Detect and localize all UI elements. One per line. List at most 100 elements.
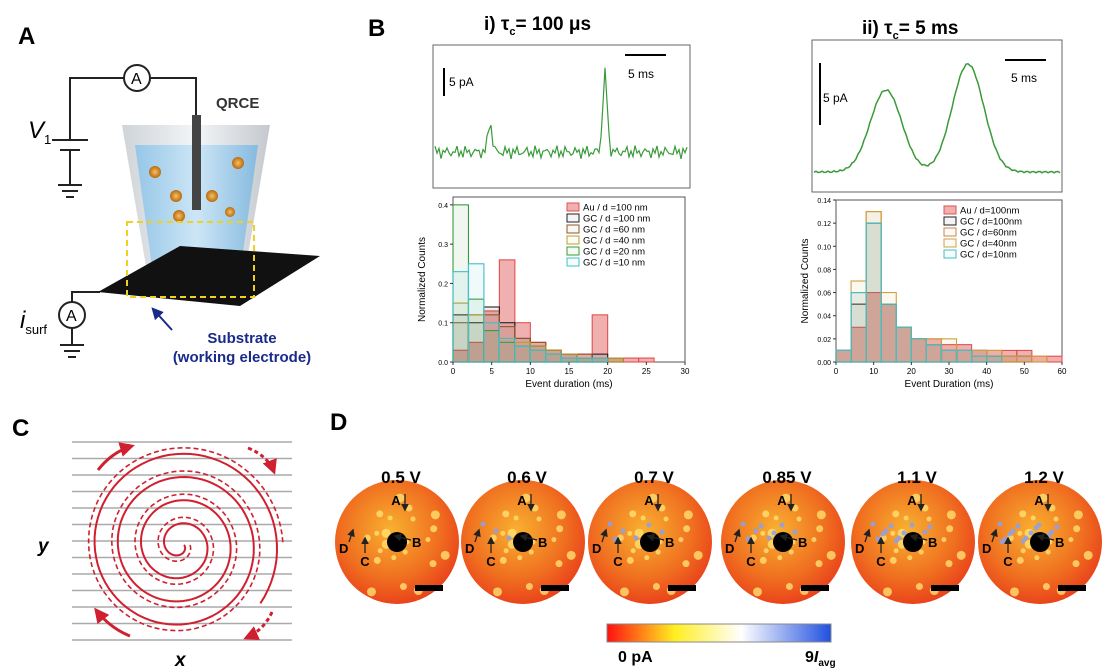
histogram-bar (483, 322, 500, 363)
marker-label: A (517, 493, 527, 508)
map-spot (1045, 549, 1051, 555)
map-spot (555, 560, 563, 568)
map-spot (1020, 548, 1026, 554)
map-spot (956, 550, 966, 560)
scale-bar (801, 585, 829, 591)
histogram-bar (986, 355, 1003, 363)
x-tick-label: 30 (945, 367, 954, 376)
map-spot (1020, 538, 1026, 544)
axis-label: y (37, 536, 50, 557)
map-spot (556, 525, 564, 533)
map-spot (759, 556, 767, 564)
y-tick-label: 0.2 (438, 281, 448, 288)
marker-label: C (486, 554, 496, 569)
map-spot (893, 548, 899, 554)
voltage-label: 0.7 V (634, 468, 674, 487)
map-spot (506, 535, 512, 541)
y-tick-label: 0.1 (438, 321, 448, 328)
map-spot (893, 538, 899, 544)
marker-label: C (746, 554, 756, 569)
histogram-bar (452, 271, 470, 363)
x-tick-label: 20 (603, 367, 612, 376)
plot-frame (835, 199, 1063, 363)
map-spot (816, 510, 826, 520)
spiral-path-dashed (87, 446, 284, 632)
legend-swatch (943, 205, 957, 215)
map-spot (517, 555, 523, 561)
map-spot (762, 510, 770, 518)
legend-swatch (943, 249, 957, 259)
map-center (513, 532, 533, 552)
histogram-bar (955, 349, 973, 363)
legend-label: GC / d=60nm (960, 228, 1017, 239)
histogram-bar (1016, 355, 1033, 363)
map-spot (513, 515, 519, 521)
map-spot (890, 530, 896, 536)
x-tick-label: 5 (489, 367, 494, 376)
map-spot (405, 504, 413, 512)
scale-bar (541, 585, 569, 591)
map-spot (634, 528, 644, 538)
marker-label: C (1003, 554, 1013, 569)
map-spot (791, 504, 799, 512)
map-spot (528, 549, 534, 555)
marker-label: D (855, 541, 864, 556)
voltage-label: V1 (28, 117, 51, 147)
map-spot (901, 530, 907, 536)
histogram-bar (560, 357, 578, 363)
map-spot (387, 515, 393, 521)
map-spot (946, 510, 956, 520)
map-spot (366, 587, 376, 597)
map-spot (758, 523, 764, 529)
map-spot (381, 528, 391, 538)
title-sub: c (893, 30, 899, 42)
map-spot (1042, 583, 1050, 591)
map-spot (440, 550, 450, 560)
map-spot (1073, 525, 1081, 533)
histogram-bar (622, 357, 640, 363)
map-spot (997, 521, 1003, 527)
map-spot (658, 504, 666, 512)
y-tick-label: 0.4 (438, 203, 448, 210)
map-spot (1068, 537, 1074, 543)
marker-label: B (798, 535, 807, 550)
map-spot (619, 587, 629, 597)
map-center (773, 532, 793, 552)
direction-arrow (96, 442, 135, 471)
marker-arrow (779, 533, 798, 542)
marker-label: B (412, 535, 421, 550)
histogram-bar (1031, 355, 1048, 363)
voltage-label: 0.5 V (381, 468, 421, 487)
legend-swatch (943, 216, 957, 226)
map-spot (1007, 531, 1013, 537)
legend-label: Au / d =100 nm (583, 203, 648, 214)
legend-swatch (566, 202, 580, 212)
map-center (903, 532, 923, 552)
marker-label: B (538, 535, 547, 550)
legend-label: GC / d =10 nm (583, 258, 645, 269)
map-spot (753, 528, 759, 534)
marker-arrow (733, 528, 741, 543)
map-spot (941, 537, 947, 543)
x-tick-label: 50 (1020, 367, 1029, 376)
direction-arrow (247, 446, 277, 475)
marker-arrow (519, 533, 538, 542)
panel-label: C (12, 415, 29, 442)
map-spot (880, 531, 886, 537)
marker-label: B (928, 535, 937, 550)
x-axis-label: Event duration (ms) (525, 379, 612, 390)
title-part: = 5 ms (899, 18, 959, 39)
legend-swatch (943, 238, 957, 248)
title-part: ii) τ (862, 18, 893, 39)
histogram-bar (591, 357, 609, 363)
map-spot (1073, 510, 1083, 520)
map-spot (1009, 587, 1019, 597)
map-spot (870, 521, 876, 527)
histogram-bar (835, 349, 852, 363)
ammeter-label: A (131, 71, 142, 88)
x-tick-label: 0 (834, 367, 839, 376)
map-spot (882, 587, 892, 597)
histogram-bar (940, 349, 958, 363)
direction-arrow (243, 611, 274, 640)
